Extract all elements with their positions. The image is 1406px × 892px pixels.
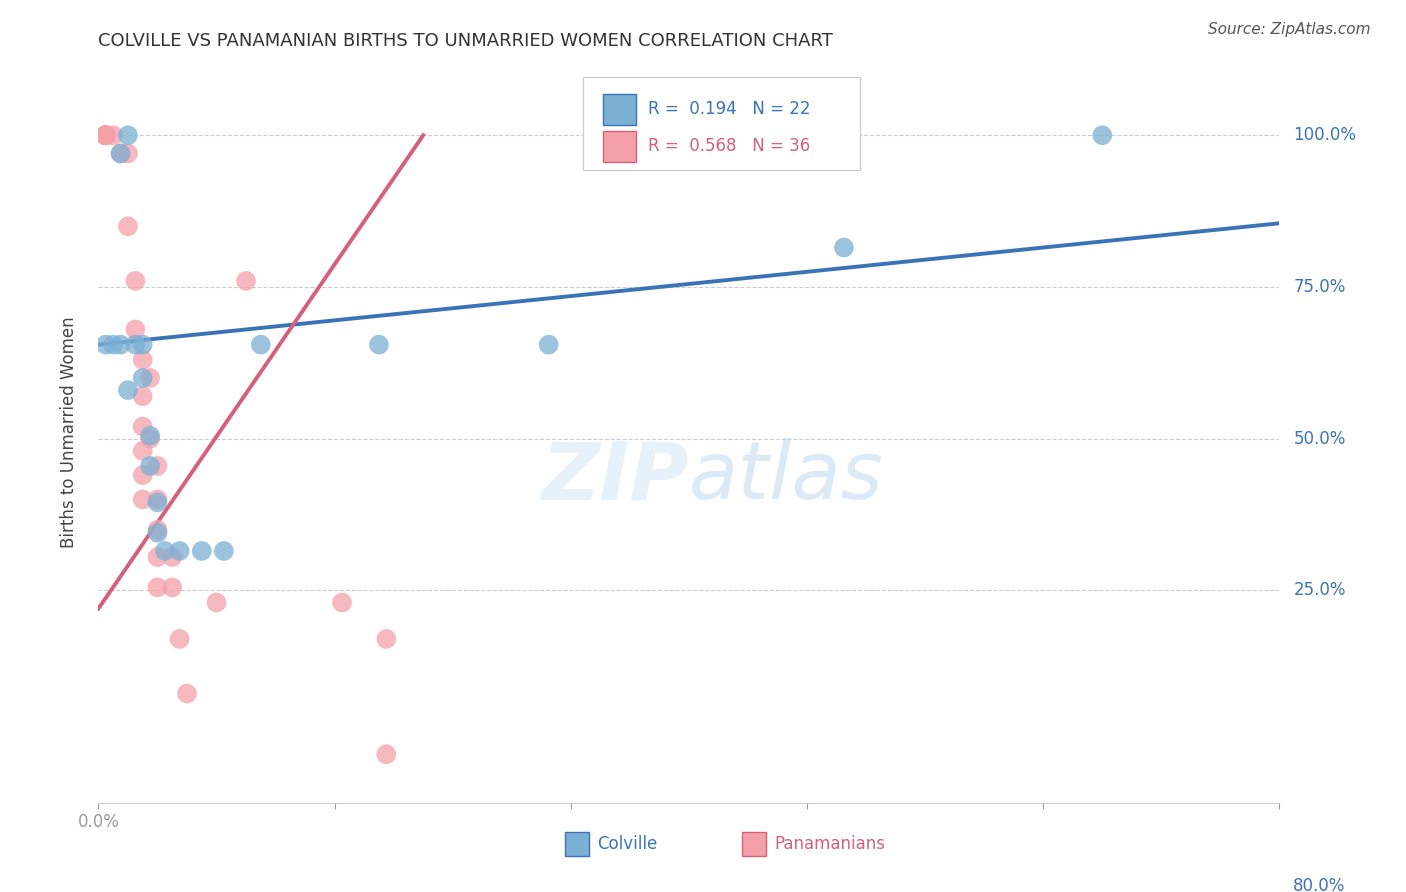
Point xyxy=(94,128,117,143)
Point xyxy=(124,337,146,351)
Point xyxy=(368,337,391,351)
Bar xyxy=(742,832,766,856)
Point xyxy=(94,128,117,143)
Bar xyxy=(603,94,636,125)
Point xyxy=(1091,128,1114,143)
Point xyxy=(132,492,155,507)
Point xyxy=(110,146,132,161)
Point xyxy=(94,337,117,351)
Point xyxy=(146,549,169,564)
Point xyxy=(117,146,139,161)
Point xyxy=(94,128,117,143)
Y-axis label: Births to Unmarried Women: Births to Unmarried Women xyxy=(59,317,77,549)
Point xyxy=(250,337,273,351)
Bar xyxy=(603,130,636,161)
Text: R =  0.568   N = 36: R = 0.568 N = 36 xyxy=(648,137,810,155)
Point xyxy=(153,544,176,558)
Text: ZIP: ZIP xyxy=(541,438,689,516)
Point xyxy=(132,371,155,385)
Point xyxy=(169,544,191,558)
Point xyxy=(330,595,353,609)
Point xyxy=(132,443,155,458)
Point xyxy=(132,337,155,351)
Point xyxy=(110,146,132,161)
Text: 100.0%: 100.0% xyxy=(1294,127,1357,145)
Point xyxy=(117,128,139,143)
Point xyxy=(110,337,132,351)
Point xyxy=(146,525,169,540)
Point xyxy=(132,352,155,367)
Text: Source: ZipAtlas.com: Source: ZipAtlas.com xyxy=(1208,22,1371,37)
Point xyxy=(117,219,139,234)
Point xyxy=(146,523,169,537)
FancyBboxPatch shape xyxy=(582,78,860,169)
Point xyxy=(103,128,125,143)
Point xyxy=(117,383,139,397)
Point xyxy=(146,492,169,507)
Text: R =  0.194   N = 22: R = 0.194 N = 22 xyxy=(648,100,810,118)
Text: atlas: atlas xyxy=(689,438,884,516)
Point xyxy=(212,544,235,558)
Point xyxy=(94,128,117,143)
Point xyxy=(235,274,257,288)
Point xyxy=(139,458,162,473)
Point xyxy=(124,322,146,336)
Point xyxy=(139,428,162,442)
Point xyxy=(537,337,560,351)
Text: Colville: Colville xyxy=(596,835,657,854)
Text: 75.0%: 75.0% xyxy=(1294,278,1346,296)
Point xyxy=(132,468,155,483)
Point xyxy=(169,632,191,646)
Point xyxy=(176,687,198,701)
Point xyxy=(146,458,169,473)
Point xyxy=(146,580,169,594)
Point xyxy=(375,747,398,762)
Point xyxy=(132,389,155,403)
Point xyxy=(139,432,162,446)
Point xyxy=(146,495,169,509)
Text: 80.0%: 80.0% xyxy=(1294,877,1346,892)
Point xyxy=(94,128,117,143)
Point xyxy=(832,240,855,255)
Point xyxy=(162,580,183,594)
Point xyxy=(94,128,117,143)
Point xyxy=(205,595,228,609)
Point xyxy=(94,128,117,143)
Point xyxy=(162,549,183,564)
Point xyxy=(103,337,125,351)
Text: 50.0%: 50.0% xyxy=(1294,430,1346,448)
Point xyxy=(139,371,162,385)
Point xyxy=(94,128,117,143)
Text: COLVILLE VS PANAMANIAN BIRTHS TO UNMARRIED WOMEN CORRELATION CHART: COLVILLE VS PANAMANIAN BIRTHS TO UNMARRI… xyxy=(98,32,834,50)
Point xyxy=(375,632,398,646)
Bar xyxy=(565,832,589,856)
Point xyxy=(132,419,155,434)
Text: 25.0%: 25.0% xyxy=(1294,582,1346,599)
Text: Panamanians: Panamanians xyxy=(773,835,884,854)
Point xyxy=(191,544,214,558)
Point xyxy=(124,274,146,288)
